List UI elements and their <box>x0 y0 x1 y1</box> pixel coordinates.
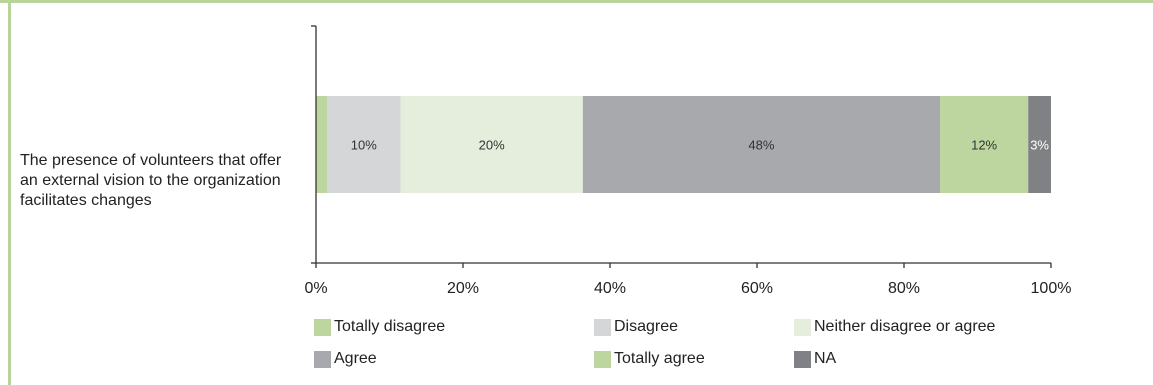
legend-swatch <box>314 350 331 368</box>
legend-label: Neither disagree or agree <box>814 318 996 335</box>
x-tick-label: 20% <box>447 280 479 297</box>
x-tick-label: 40% <box>594 280 626 297</box>
legend-swatch <box>794 318 811 336</box>
bar-segment-4 <box>582 96 941 193</box>
legend-label: Disagree <box>614 318 679 335</box>
frame-left-border <box>8 0 11 385</box>
bar-segment-5 <box>940 96 1029 193</box>
data-label-3: 20% <box>479 138 505 153</box>
data-label-2: 10% <box>351 138 377 153</box>
frame-top-border <box>0 0 1153 3</box>
category-label: The presence of volunteers that offer an… <box>20 152 282 209</box>
legend-item-4: Agree <box>314 349 377 369</box>
x-tick-label: 0% <box>304 280 327 297</box>
data-label-6: 3% <box>1030 138 1049 153</box>
legend-item-3: Neither disagree or agree <box>794 317 995 337</box>
data-label-5: 12% <box>971 138 997 153</box>
legend-label: Totally agree <box>614 350 705 367</box>
x-tick-label: 100% <box>1031 280 1072 297</box>
legend-label: Agree <box>334 350 377 367</box>
legend-item-5: Totally agree <box>594 349 705 369</box>
x-tick-label: 80% <box>888 280 920 297</box>
legend-swatch <box>594 318 611 336</box>
data-label-4: 48% <box>748 138 774 153</box>
bar-segment-3 <box>400 96 583 193</box>
legend-label: NA <box>814 350 837 367</box>
x-tick-label: 60% <box>741 280 773 297</box>
legend-item-6: NA <box>794 349 836 369</box>
legend-item-1: Totally disagree <box>314 317 445 337</box>
legend-swatch <box>794 350 811 368</box>
legend-item-2: Disagree <box>594 317 678 337</box>
legend-swatch <box>314 318 331 336</box>
bar-segment-2 <box>327 96 401 193</box>
legend-label: Totally disagree <box>334 318 446 335</box>
bar-segment-1 <box>316 96 328 193</box>
legend-swatch <box>594 350 611 368</box>
bar-segment-6 <box>1028 96 1051 193</box>
